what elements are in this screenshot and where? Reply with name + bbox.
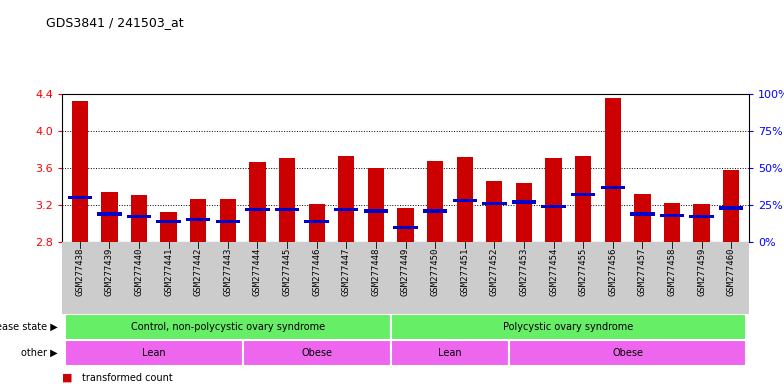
Text: GSM277454: GSM277454 [549,248,558,296]
Bar [456,157,473,242]
Text: GSM277449: GSM277449 [401,248,410,296]
Bar [541,205,566,208]
Bar [571,193,595,196]
Bar [664,203,681,242]
Bar [71,101,88,242]
Bar [186,218,210,222]
Text: disease state ▶: disease state ▶ [0,322,58,332]
Text: GSM277450: GSM277450 [430,248,440,296]
Bar [516,183,532,242]
Text: GSM277460: GSM277460 [727,248,735,296]
Bar [338,156,354,242]
Bar [131,195,147,242]
Bar [390,314,746,340]
Bar [245,208,270,211]
Bar [97,212,122,215]
Bar [575,156,591,242]
Bar [279,158,296,242]
Text: GSM277438: GSM277438 [75,248,84,296]
Text: GSM277446: GSM277446 [312,248,321,296]
Text: other ▶: other ▶ [21,348,58,358]
Text: Obese: Obese [301,348,332,358]
Bar [156,220,181,223]
Bar [427,161,443,242]
Text: GSM277455: GSM277455 [579,248,588,296]
Bar [660,214,684,217]
Text: GSM277459: GSM277459 [697,248,706,296]
Text: GSM277439: GSM277439 [105,248,114,296]
Bar [101,192,118,242]
Text: Polycystic ovary syndrome: Polycystic ovary syndrome [503,322,633,332]
Bar [719,206,743,210]
Text: GSM277453: GSM277453 [520,248,528,296]
Text: GSM277452: GSM277452 [490,248,499,296]
Text: ■: ■ [62,373,72,383]
Bar [334,208,358,211]
Bar [512,200,536,204]
Text: GSM277442: GSM277442 [194,248,203,296]
Bar [397,208,414,242]
Bar [242,340,390,366]
Bar [486,181,503,242]
Bar [65,314,390,340]
Text: GSM277444: GSM277444 [253,248,262,296]
Bar [694,204,710,242]
Bar [423,209,448,213]
Bar [452,199,477,202]
Bar [601,185,625,189]
Text: Obese: Obese [612,348,643,358]
Text: GSM277457: GSM277457 [638,248,647,296]
Text: GSM277458: GSM277458 [667,248,677,296]
Bar [304,220,328,223]
Bar [216,220,240,223]
Text: GSM277447: GSM277447 [342,248,350,296]
Bar [220,199,236,242]
Text: GSM277443: GSM277443 [223,248,232,296]
Bar [604,98,621,242]
Bar [390,340,509,366]
Bar [509,340,746,366]
Bar [275,208,299,211]
Bar [65,340,242,366]
Bar [634,194,651,242]
Text: Lean: Lean [438,348,462,358]
Bar [630,212,655,215]
Bar [394,225,418,229]
Bar [67,196,92,199]
Text: GSM277448: GSM277448 [372,248,380,296]
Text: GSM277440: GSM277440 [135,248,143,296]
Text: GSM277441: GSM277441 [164,248,173,296]
Text: GSM277451: GSM277451 [460,248,470,296]
Bar [190,199,206,242]
Bar [249,162,266,242]
Text: GDS3841 / 241503_at: GDS3841 / 241503_at [46,16,184,29]
Bar [127,215,151,218]
Text: Control, non-polycystic ovary syndrome: Control, non-polycystic ovary syndrome [131,322,325,332]
Text: transformed count: transformed count [82,373,172,383]
Bar [482,202,506,205]
Bar [546,158,561,242]
Bar [723,170,739,242]
Text: Lean: Lean [142,348,165,358]
Bar [161,212,176,242]
Bar [364,209,388,213]
Bar [368,168,384,242]
Text: GSM277456: GSM277456 [608,248,617,296]
Bar [309,204,325,242]
Bar [689,215,714,218]
Text: GSM277445: GSM277445 [282,248,292,296]
